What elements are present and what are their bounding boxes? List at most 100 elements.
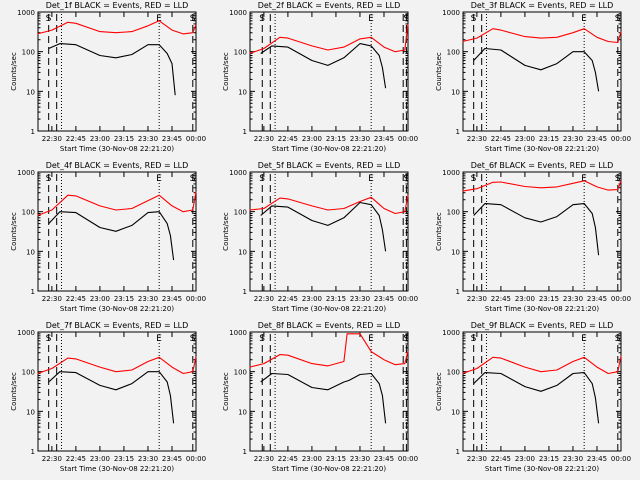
- x-tick-label: 22:30: [42, 135, 62, 143]
- y-tick-label: 100: [447, 369, 460, 377]
- x-tick-label: 23:15: [539, 135, 559, 143]
- plot-frame: [462, 11, 622, 132]
- time-marker-label: S: [259, 174, 265, 184]
- x-tick-label: 23:30: [350, 455, 370, 463]
- series-line-lld: [462, 355, 622, 375]
- y-tick-label: 1: [456, 288, 460, 296]
- series-line-events: [473, 372, 600, 424]
- x-tick-label: 23:45: [162, 295, 182, 303]
- chart-title: Det_5f BLACK = Events, RED = LLD: [258, 161, 401, 170]
- x-tick-label: 22:30: [254, 455, 274, 463]
- time-marker-label: E: [156, 14, 162, 24]
- x-tick-label: 22:45: [278, 135, 298, 143]
- y-axis-label: Counts/sec: [10, 372, 18, 411]
- x-tick-label: 23:15: [326, 135, 346, 143]
- y-tick-label: 1: [31, 128, 35, 136]
- x-axis-label: Start Time (30-Nov-08 22:21:20): [272, 305, 386, 313]
- y-tick-label: 1000: [442, 169, 460, 177]
- y-tick-label: 100: [234, 369, 247, 377]
- y-tick-label: 10: [451, 248, 460, 256]
- time-marker-label: S: [615, 14, 621, 24]
- x-tick-label: 22:30: [42, 295, 62, 303]
- x-tick-label: 23:15: [326, 455, 346, 463]
- y-tick-label: 10: [238, 408, 247, 416]
- x-tick-label: 22:45: [278, 455, 298, 463]
- x-tick-label: 23:30: [563, 455, 583, 463]
- x-tick-label: 23:30: [350, 135, 370, 143]
- chart-title: Det_4f BLACK = Events, RED = LLD: [46, 161, 189, 170]
- series-line-lld: [37, 356, 197, 375]
- time-marker-label: S: [403, 14, 409, 24]
- time-marker-label: E: [368, 14, 374, 24]
- x-tick-label: 23:45: [374, 295, 394, 303]
- time-marker-label: E: [368, 174, 374, 184]
- series-line-lld: [37, 20, 197, 35]
- x-tick-label: 22:45: [66, 135, 86, 143]
- y-tick-label: 1000: [17, 9, 35, 17]
- plot-frame: [37, 11, 197, 132]
- y-tick-label: 1000: [229, 329, 247, 337]
- x-tick-label: 23:30: [563, 135, 583, 143]
- x-tick-label: 23:00: [515, 455, 535, 463]
- y-tick-label: 1: [243, 288, 247, 296]
- y-tick-label: 1: [456, 448, 460, 456]
- chart-title: Det_3f BLACK = Events, RED = LLD: [471, 1, 614, 10]
- x-tick-label: 22:30: [42, 455, 62, 463]
- x-tick-label: 23:45: [587, 295, 607, 303]
- x-tick-label: 00:00: [186, 295, 206, 303]
- x-axis-label: Start Time (30-Nov-08 22:21:20): [485, 145, 599, 153]
- x-tick-label: 23:15: [114, 455, 134, 463]
- x-tick-label: 23:45: [374, 455, 394, 463]
- y-tick-label: 100: [22, 49, 35, 57]
- plot-frame: [462, 171, 622, 292]
- x-axis-label: Start Time (30-Nov-08 22:21:20): [60, 465, 174, 473]
- y-tick-label: 10: [238, 248, 247, 256]
- x-tick-label: 23:00: [302, 135, 322, 143]
- y-tick-label: 100: [22, 369, 35, 377]
- x-axis-label: Start Time (30-Nov-08 22:21:20): [485, 305, 599, 313]
- x-tick-label: 23:45: [162, 455, 182, 463]
- x-tick-label: 23:15: [539, 295, 559, 303]
- x-tick-label: 23:15: [539, 455, 559, 463]
- time-marker-label: S: [403, 174, 409, 184]
- time-marker-label: S: [46, 14, 52, 24]
- series-line-lld: [462, 180, 622, 192]
- series-line-lld: [37, 191, 197, 217]
- series-line-events: [260, 372, 387, 424]
- y-axis-label: Counts/sec: [435, 372, 443, 411]
- series-line-lld: [249, 23, 409, 55]
- chart-title: Det_8f BLACK = Events, RED = LLD: [258, 321, 401, 330]
- y-tick-label: 1000: [442, 9, 460, 17]
- x-tick-label: 23:15: [326, 295, 346, 303]
- time-marker-label: S: [46, 334, 52, 344]
- x-tick-label: 00:00: [398, 295, 418, 303]
- x-tick-label: 22:30: [254, 135, 274, 143]
- time-marker-label: E: [156, 174, 162, 184]
- time-marker-label: S: [615, 334, 621, 344]
- x-tick-label: 23:45: [587, 455, 607, 463]
- time-marker-label: S: [190, 334, 196, 344]
- series-line-events: [473, 47, 600, 92]
- x-tick-label: 00:00: [611, 295, 631, 303]
- chart-title: Det_1f BLACK = Events, RED = LLD: [46, 1, 189, 10]
- time-marker-label: S: [471, 14, 477, 24]
- y-tick-label: 100: [447, 49, 460, 57]
- plot-frame: [249, 11, 409, 132]
- x-tick-label: 22:30: [467, 135, 487, 143]
- x-tick-label: 00:00: [611, 135, 631, 143]
- x-tick-label: 23:45: [587, 135, 607, 143]
- time-marker-label: E: [156, 334, 162, 344]
- x-tick-label: 23:45: [162, 135, 182, 143]
- x-tick-label: 22:45: [278, 295, 298, 303]
- y-tick-label: 1000: [17, 329, 35, 337]
- x-tick-label: 22:30: [467, 455, 487, 463]
- y-tick-label: 10: [26, 248, 35, 256]
- series-line-events: [48, 43, 176, 96]
- y-tick-label: 1: [31, 288, 35, 296]
- y-tick-label: 1000: [17, 169, 35, 177]
- y-tick-label: 1: [243, 448, 247, 456]
- plot-frame: [249, 331, 409, 452]
- y-axis-label: Counts/sec: [222, 52, 230, 91]
